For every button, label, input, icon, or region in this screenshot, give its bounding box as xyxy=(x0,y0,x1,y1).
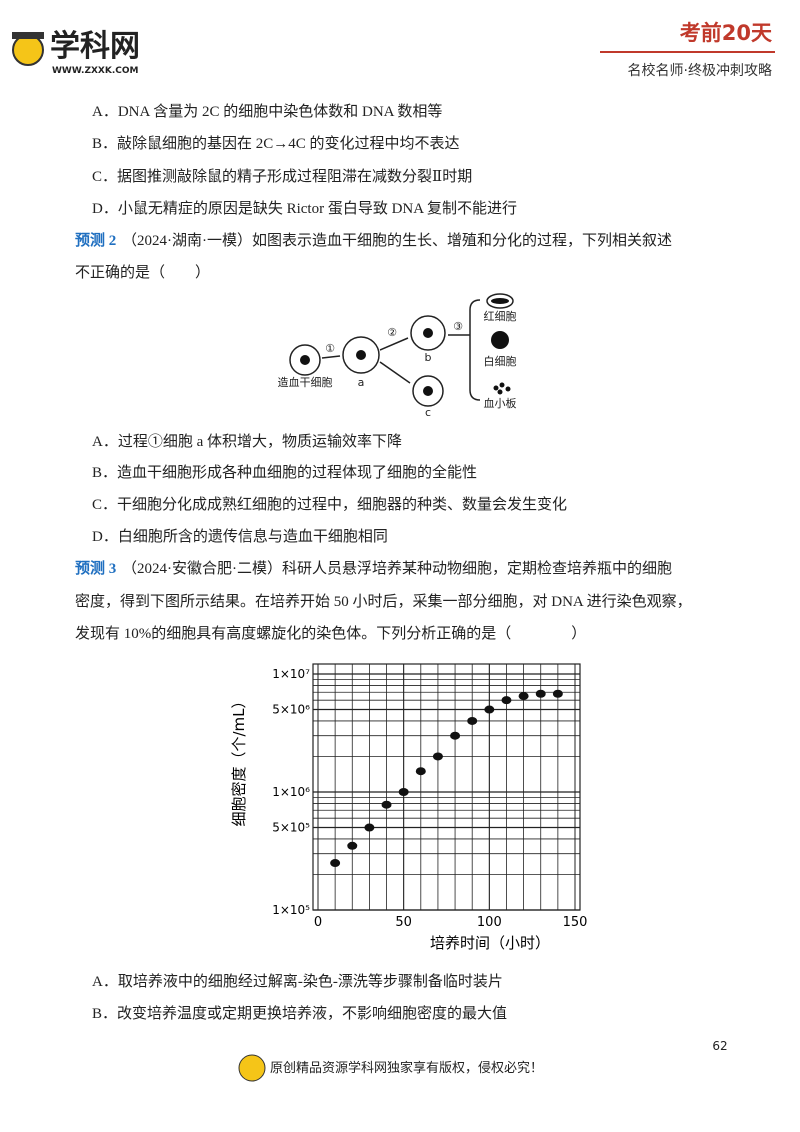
x-tick-label: 150 xyxy=(563,915,588,930)
x-axis-label: 培养时间（小时） xyxy=(430,934,550,952)
slogan: 名校名师·终极冲刺攻略 xyxy=(628,62,772,79)
y-axis-label: 细胞密度（个/mL） xyxy=(230,693,248,826)
y-tick-label: 1×10⁶ xyxy=(272,785,310,799)
point xyxy=(330,859,341,868)
label: ② xyxy=(387,326,397,339)
question-text: （2024·安徽合肥·二模）科研人员悬浮培养某种动物细胞，定期检查培养瓶中的细胞 xyxy=(122,561,672,577)
y-tick-label: 5×10⁶ xyxy=(272,703,310,717)
question-text: （2024·湖南·一模）如图表示造血干细胞的生长、增殖和分化的过程，下列相关叙述 xyxy=(122,233,672,249)
footer: 原创精品资源学科网独家享有版权，侵权必究！ xyxy=(270,1060,543,1076)
point xyxy=(467,716,478,725)
x-tick-label: 100 xyxy=(477,915,502,930)
footer-icon xyxy=(238,1054,266,1082)
point xyxy=(518,692,529,701)
label: 血小板 xyxy=(484,396,517,410)
label: 白细胞 xyxy=(484,354,517,368)
option: B．改变培养温度或定期更换培养液，不影响细胞密度的最大值 xyxy=(92,1006,508,1022)
logo-text: 学科网 xyxy=(50,29,140,64)
diagram xyxy=(289,293,514,407)
plot-frame xyxy=(312,663,581,911)
point xyxy=(381,800,392,809)
point xyxy=(501,696,512,705)
logo-site: WWW.ZXXK.COM xyxy=(52,66,139,76)
option: A．DNA 含量为 2C 的细胞中染色体数和 DNA 数相等 xyxy=(92,104,443,120)
option: A．取培养液中的细胞经过解离-染色-漂洗等步骤制备临时装片 xyxy=(92,974,503,990)
option: B．造血干细胞形成各种血细胞的过程体现了细胞的全能性 xyxy=(92,465,478,481)
point xyxy=(415,767,426,776)
point xyxy=(432,752,443,761)
point xyxy=(535,689,546,698)
logo-cap xyxy=(12,32,44,39)
label: ① xyxy=(325,342,335,355)
option: C．干细胞分化成成熟红细胞的过程中，细胞器的种类、数量会发生变化 xyxy=(92,497,568,513)
label: b xyxy=(425,351,432,364)
point xyxy=(398,788,409,796)
question-label: 预测 3 xyxy=(75,561,117,577)
label: a xyxy=(358,376,365,389)
point xyxy=(484,705,495,714)
y-tick-label: 1×10⁵ xyxy=(272,903,310,917)
question-text: 不正确的是（ ） xyxy=(75,265,211,281)
label: 造血干细胞 xyxy=(278,375,333,389)
label: c xyxy=(425,406,431,419)
option: D．小鼠无精症的原因是缺失 Rictor 蛋白导致 DNA 复制不能进行 xyxy=(92,201,517,217)
question-label: 预测 2 xyxy=(75,233,117,249)
label: 红细胞 xyxy=(484,310,517,323)
point xyxy=(450,731,461,740)
point xyxy=(552,689,563,698)
option: B．敲除鼠细胞的基因在 2C→4C 的变化过程中均不表达 xyxy=(92,136,460,152)
label: ③ xyxy=(453,320,463,333)
option: D．白细胞所含的遗传信息与造血干细胞相同 xyxy=(92,529,388,545)
x-tick-label: 0 xyxy=(314,915,322,930)
point xyxy=(347,841,358,850)
badge: 考前20天 xyxy=(680,21,773,45)
page-number: 62 xyxy=(712,1039,727,1053)
diagram-nuclei xyxy=(300,298,511,396)
option: A．过程①细胞 a 体积增大，物质运输效率下降 xyxy=(92,434,402,450)
y-tick-label: 5×10⁵ xyxy=(272,821,310,835)
option: C．据图推测敲除鼠的精子形成过程阻滞在减数分裂Ⅱ时期 xyxy=(92,169,473,185)
point xyxy=(364,823,375,832)
question-text: 密度，得到下图所示结果。在培养开始 50 小时后，采集一部分细胞，对 DNA 进… xyxy=(75,594,692,610)
diagram-labels: 造血干细胞 a b c ① ② ③ 红细胞 白细胞 血小板 xyxy=(278,310,517,419)
question-text: 发现有 10%的细胞具有高度螺旋化的染色体。下列分析正确的是（ ） xyxy=(75,626,587,642)
y-tick-label: 1×10⁷ xyxy=(272,667,310,681)
x-tick-label: 50 xyxy=(395,915,412,930)
